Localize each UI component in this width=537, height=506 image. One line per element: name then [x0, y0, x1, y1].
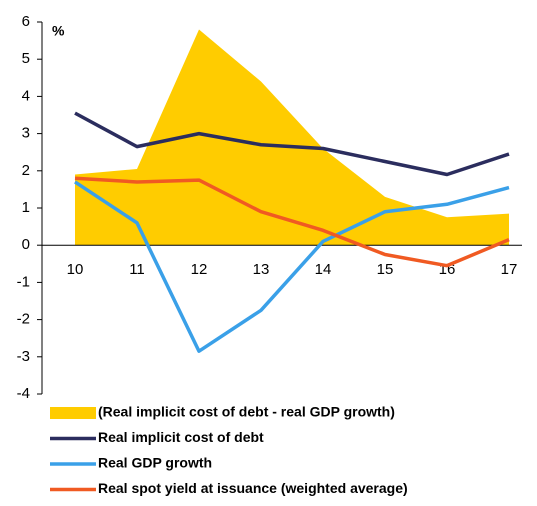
y-tick-label: 6 [22, 13, 30, 30]
x-tick-label: 13 [253, 261, 270, 278]
x-tick-label: 15 [377, 261, 394, 278]
y-tick-label: -1 [17, 273, 30, 290]
x-tick-label: 14 [315, 261, 332, 278]
y-tick-label: -4 [17, 385, 30, 402]
line [74, 180, 510, 353]
legend-label: Real spot yield at issuance (weighted av… [98, 480, 408, 496]
area [75, 29, 509, 246]
y-tick-label: 5 [22, 50, 30, 67]
legend-label: Real GDP growth [98, 455, 212, 471]
y-tick-label: 0 [22, 236, 30, 253]
x-tick-label: 12 [191, 261, 208, 278]
legend-swatch [50, 407, 96, 419]
y-tick-label: 4 [22, 87, 30, 104]
legend-label: (Real implicit cost of debt - real GDP g… [98, 404, 395, 420]
y-axis-label: % [52, 23, 65, 39]
x-tick-label: 10 [67, 261, 84, 278]
y-tick-label: 2 [22, 162, 30, 179]
line [74, 176, 510, 268]
x-tick-label: 17 [501, 261, 518, 278]
y-tick-label: -3 [17, 348, 30, 365]
y-tick-label: -2 [17, 311, 30, 328]
line [74, 111, 510, 177]
legend-label: Real implicit cost of debt [98, 429, 264, 445]
y-tick-label: 3 [22, 125, 30, 142]
y-tick-label: 1 [22, 199, 30, 216]
x-tick-label: 11 [129, 261, 145, 278]
